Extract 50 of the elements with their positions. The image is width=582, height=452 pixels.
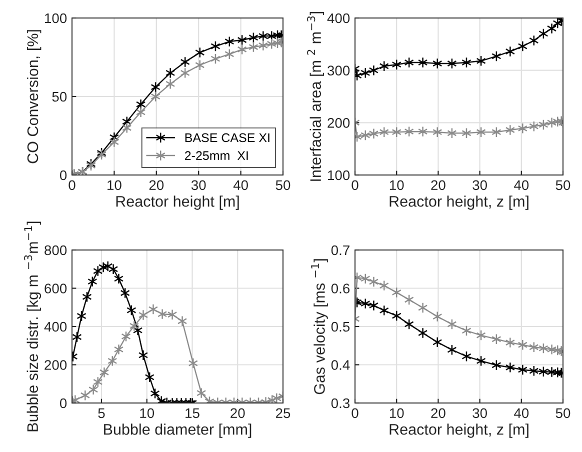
y-tick-label: 0	[60, 170, 67, 180]
x-axis-title: Reactor height, z [m]	[390, 424, 528, 438]
y-axis-title: Gas velocity [ms $^{−1}$]	[311, 259, 328, 394]
y-tick-label: 200	[44, 360, 67, 370]
y-axis-title: CO Conversion, [%]	[26, 30, 42, 164]
x-tick-label: 20	[230, 408, 245, 418]
y-tick-label: 50	[52, 92, 67, 102]
x-tick-label: 50	[276, 180, 290, 190]
y-axis-title: Bubble size distr. [kg m $^{−3}$m$^{−1}$]	[24, 222, 42, 432]
y-tick-label: 800	[44, 245, 67, 256]
x-tick-label: 30	[191, 180, 206, 190]
y-tick-label: 0.7	[331, 245, 350, 256]
x-axis-title: Reactor height, z [m]	[390, 196, 528, 210]
x-tick-label: 20	[431, 180, 446, 190]
x-tick-label: 10	[390, 180, 404, 190]
x-axis-title: Reactor height [m]	[116, 196, 239, 210]
legend-label: BASE CASE XI	[185, 133, 270, 142]
x-tick-label: 5	[98, 408, 105, 418]
x-tick-label: 15	[186, 408, 200, 418]
x-tick-label: 30	[472, 408, 487, 418]
x-tick-label: 50	[556, 408, 570, 418]
x-axis-title: Bubble diameter [mm]	[104, 424, 252, 438]
y-tick-label: 0.4	[331, 360, 350, 370]
y-tick-label: 0.3	[331, 398, 350, 408]
x-tick-label: 10	[390, 408, 404, 418]
x-tick-label: 25	[276, 408, 290, 418]
x-tick-label: 40	[514, 408, 529, 418]
x-tick-label: 40	[514, 180, 529, 190]
x-tick-label: 40	[233, 180, 248, 190]
y-tick-label: 300	[328, 66, 350, 76]
y-tick-label: 0.5	[331, 322, 350, 332]
x-tick-label: 20	[431, 408, 446, 418]
y-tick-label: 600	[44, 284, 67, 294]
y-tick-label: 0	[60, 398, 67, 408]
x-tick-label: 30	[472, 180, 487, 190]
y-tick-label: 0.6	[331, 284, 350, 294]
y-tick-label: 400	[327, 13, 350, 24]
x-tick-label: 0	[352, 180, 358, 190]
x-tick-label: 50	[556, 180, 570, 190]
y-tick-label: 100	[328, 170, 350, 180]
y-tick-label: 200	[328, 118, 350, 128]
legend-label: 2-25mm XI	[184, 151, 248, 160]
x-tick-label: 0	[352, 408, 358, 418]
y-tick-label: 100	[45, 13, 67, 24]
x-tick-label: 20	[149, 180, 164, 190]
x-tick-label: 10	[108, 180, 122, 190]
x-tick-label: 0	[68, 180, 76, 190]
y-tick-label: 400	[44, 322, 67, 332]
x-tick-label: 10	[140, 408, 154, 418]
y-axis-title: Interfacial area [m $^{2}$ m$^{−3}$]	[307, 12, 324, 181]
